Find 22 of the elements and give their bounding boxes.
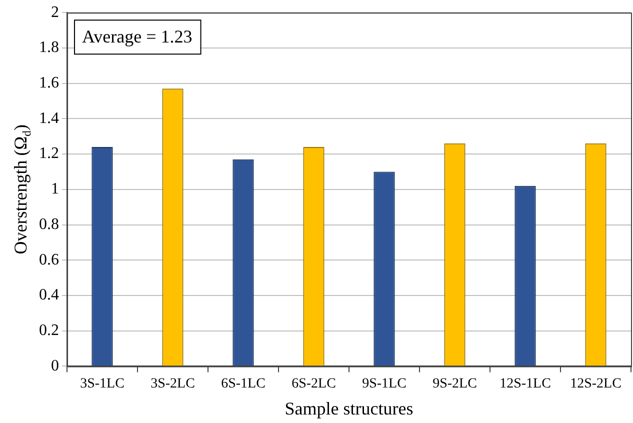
y-tick-label: 0.4 — [39, 286, 59, 304]
x-tick-label: 12S-2LC — [570, 376, 622, 392]
y-tick-label: 1.6 — [39, 74, 59, 92]
y-tick-label: 2 — [51, 4, 59, 21]
x-tick-label: 6S-2LC — [292, 376, 336, 392]
x-tick-label: 9S-2LC — [432, 376, 477, 392]
y-tick-label: 1.2 — [39, 145, 59, 162]
annotation: Average = 1.23 — [82, 26, 192, 46]
y-tick-label: 0.8 — [39, 216, 59, 233]
x-tick-label: 3S-2LC — [150, 376, 195, 392]
y-tick-label: 1.4 — [39, 110, 59, 127]
y-tick-label: 0.6 — [39, 251, 59, 268]
y-axis-title: Overstrength (Ωd) — [10, 124, 34, 254]
x-tick-label: 6S-1LC — [221, 376, 266, 392]
y-tick-label: 1 — [51, 180, 59, 198]
x-tick-label: 12S-1LC — [500, 376, 551, 392]
y-tick-label: 0 — [51, 357, 59, 374]
y-tick-label: 1.8 — [39, 39, 59, 56]
x-axis-title: Sample structures — [284, 398, 414, 419]
x-tick-label: 3S-1LC — [80, 376, 124, 392]
x-tick-label: 9S-1LC — [362, 376, 406, 392]
y-tick-label: 0.2 — [39, 322, 59, 340]
